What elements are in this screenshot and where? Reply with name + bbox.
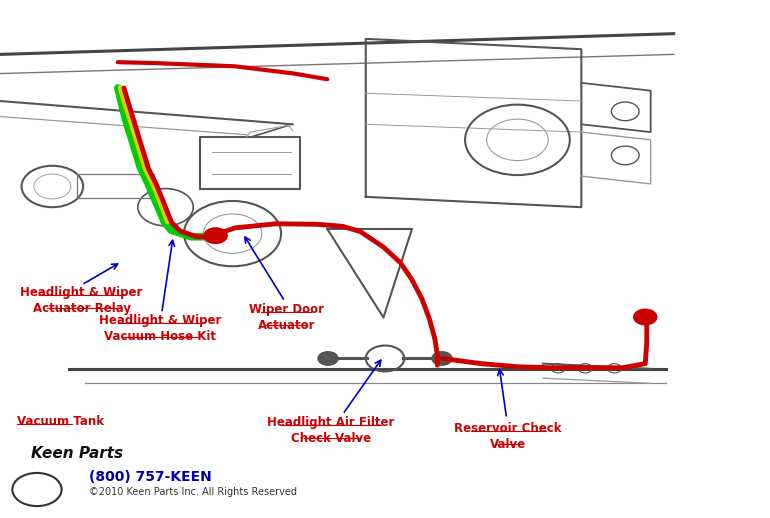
- Circle shape: [432, 352, 452, 365]
- Text: Headlight & Wiper
Actuator Relay: Headlight & Wiper Actuator Relay: [21, 286, 142, 315]
- Text: Headlight Air Filter
Check Valve: Headlight Air Filter Check Valve: [267, 416, 395, 445]
- Circle shape: [204, 228, 227, 243]
- Text: ©2010 Keen Parts Inc. All Rights Reserved: ©2010 Keen Parts Inc. All Rights Reserve…: [89, 487, 296, 497]
- Text: (800) 757-KEEN: (800) 757-KEEN: [89, 470, 211, 484]
- Circle shape: [318, 352, 338, 365]
- Text: Wiper Door
Actuator: Wiper Door Actuator: [249, 303, 324, 332]
- Text: Keen Parts: Keen Parts: [31, 447, 123, 462]
- Text: Vacuum Tank: Vacuum Tank: [17, 415, 104, 428]
- Circle shape: [634, 309, 657, 325]
- Text: Reservoir Check
Valve: Reservoir Check Valve: [454, 422, 562, 451]
- Text: Headlight & Wiper
Vacuum Hose Kit: Headlight & Wiper Vacuum Hose Kit: [99, 314, 221, 343]
